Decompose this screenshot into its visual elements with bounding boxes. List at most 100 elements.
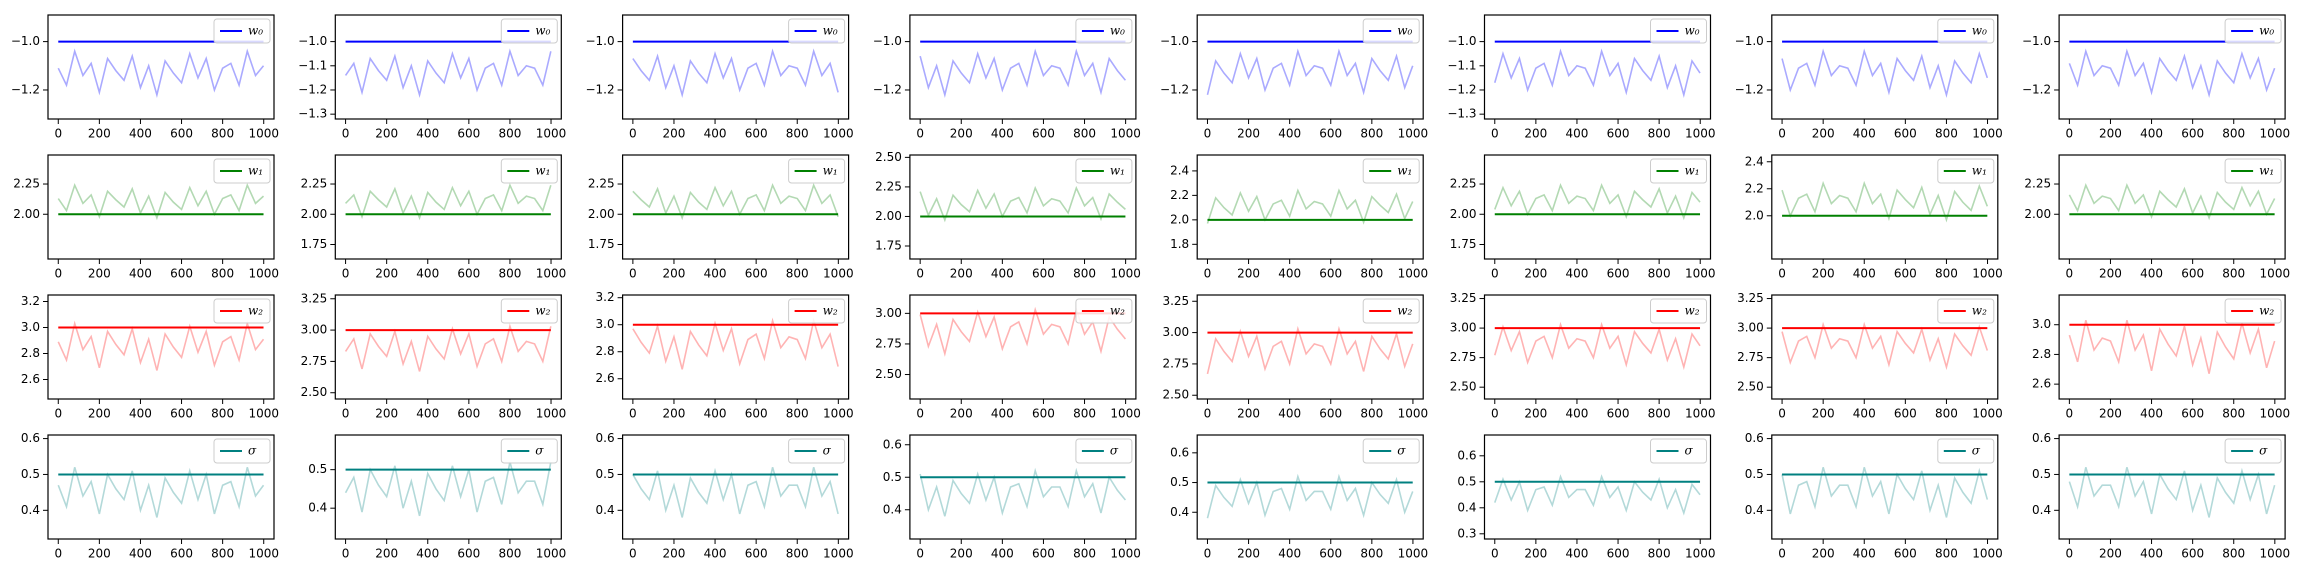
x-tick-label: 200	[2099, 547, 2122, 561]
axes-frame	[47, 154, 275, 260]
subplot: 0 200 400 600 800 1000 2.6 2.8 3.0 3.2 w₂	[596, 290, 854, 420]
legend-label: σ	[2259, 444, 2268, 458]
x-tick-label: 400	[1278, 127, 1301, 141]
legend-label: σ	[1972, 444, 1981, 458]
y-tick-label: 2.0	[1745, 208, 1764, 222]
x-tick-label: 200	[1524, 267, 1547, 281]
x-tick-label: 800	[1073, 547, 1096, 561]
x-tick-label: 200	[950, 407, 973, 421]
trace-line	[1781, 321, 1989, 371]
x-tick-label: 1000	[1685, 407, 1716, 421]
plot-area	[1781, 40, 1989, 98]
trace-line	[632, 467, 839, 518]
x-tick-label: 1000	[1110, 407, 1141, 421]
x-tick-label: 400	[1853, 267, 1876, 281]
y-tick-label: −1.2	[873, 82, 902, 96]
axes-frame	[909, 154, 1137, 260]
plot-area	[57, 467, 265, 518]
x-tick-label: 0	[1204, 267, 1212, 281]
legend-label: w₁	[823, 164, 838, 178]
x-tick-label: 1000	[1972, 127, 2003, 141]
y-tick-label: 2.75	[1737, 350, 1764, 364]
x-tick-label: 1000	[1972, 547, 2003, 561]
x-tick-label: 0	[54, 127, 62, 141]
axes-frame	[1483, 294, 1712, 400]
y-tick-label: 2.00	[875, 209, 902, 223]
legend-label: σ	[248, 444, 257, 458]
plot-area	[1206, 188, 1414, 225]
x-tick-label: 0	[342, 407, 350, 421]
x-tick-label: 0	[2066, 407, 2074, 421]
y-tick-label: −1.2	[2022, 82, 2051, 96]
x-tick-label: 0	[342, 127, 350, 141]
axes-frame	[1771, 14, 1999, 120]
x-tick-label: 600	[2181, 407, 2204, 421]
subplot: 0 200 400 600 800 1000 2.50 2.75 3.00 3.25 w₂	[301, 291, 567, 420]
x-tick-label: 800	[498, 267, 521, 281]
plot-area	[632, 183, 839, 221]
axes-frame	[1196, 154, 1424, 260]
plot-area	[344, 40, 552, 98]
x-tick-label: 400	[991, 127, 1014, 141]
x-tick-label: 800	[211, 127, 234, 141]
x-tick-label: 800	[1648, 267, 1671, 281]
y-tick-label: 3.00	[1737, 321, 1764, 335]
y-tick-label: 0.6	[883, 437, 902, 451]
y-tick-label: −1.0	[2022, 34, 2051, 48]
x-tick-label: 0	[1778, 267, 1786, 281]
y-tick-label: 0.5	[1170, 475, 1189, 489]
x-tick-label: 400	[2140, 267, 2163, 281]
x-tick-label: 0	[2066, 267, 2074, 281]
subplot: 0 200 400 600 800 1000 1.75 2.00 2.25 2.50 w₁	[875, 150, 1141, 281]
y-tick-label: −1.2	[298, 82, 327, 96]
x-tick-label: 200	[950, 127, 973, 141]
x-tick-label: 0	[1204, 407, 1212, 421]
x-tick-label: 0	[629, 407, 637, 421]
trace-line	[344, 461, 552, 517]
y-tick-label: 2.6	[596, 371, 615, 385]
x-tick-label: 0	[342, 547, 350, 561]
y-tick-label: −1.0	[1735, 34, 1764, 48]
x-tick-label: 1000	[823, 547, 854, 561]
y-tick-label: −1.2	[1447, 82, 1476, 96]
subplot: 0 200 400 600 800 1000 0.4 0.5 0.6 σ	[596, 431, 854, 560]
trace-line	[1494, 48, 1701, 98]
x-tick-label: 1000	[1398, 267, 1429, 281]
y-tick-label: 0.4	[596, 503, 615, 517]
y-tick-label: 2.00	[1450, 207, 1477, 221]
axes-frame	[909, 434, 1137, 540]
y-tick-label: −1.0	[298, 34, 327, 48]
x-tick-label: 800	[786, 127, 809, 141]
x-tick-label: 400	[416, 407, 439, 421]
x-tick-label: 800	[1935, 127, 1958, 141]
plot-area	[1494, 40, 1701, 98]
legend-label: w₀	[1972, 24, 1987, 38]
x-tick-label: 800	[1073, 267, 1096, 281]
trace-line	[1781, 180, 1989, 223]
x-tick-label: 600	[745, 547, 768, 561]
x-tick-label: 600	[170, 407, 193, 421]
y-tick-label: 0.5	[21, 467, 40, 481]
subplot: 0 200 400 600 800 1000 −1.0 −1.2 w₀	[1735, 14, 2003, 141]
x-tick-label: 800	[498, 547, 521, 561]
x-tick-label: 400	[2140, 407, 2163, 421]
axes-frame	[334, 294, 562, 400]
y-tick-label: 2.4	[1745, 154, 1764, 168]
x-tick-label: 1000	[248, 267, 279, 281]
axes-frame	[47, 14, 275, 120]
x-tick-label: 400	[129, 127, 152, 141]
plot-area	[632, 40, 839, 98]
x-tick-label: 400	[1853, 547, 1876, 561]
legend-label: w₁	[248, 164, 263, 178]
x-tick-label: 200	[2099, 407, 2122, 421]
y-tick-label: −1.2	[585, 82, 614, 96]
y-tick-label: −1.0	[585, 34, 614, 48]
trace-line	[344, 183, 552, 221]
x-tick-label: 1000	[1972, 407, 2003, 421]
x-tick-label: 600	[1319, 407, 1342, 421]
legend-label: w₂	[248, 304, 263, 318]
x-tick-label: 800	[211, 407, 234, 421]
x-tick-label: 1000	[1685, 127, 1716, 141]
y-tick-label: 2.50	[1450, 380, 1477, 394]
